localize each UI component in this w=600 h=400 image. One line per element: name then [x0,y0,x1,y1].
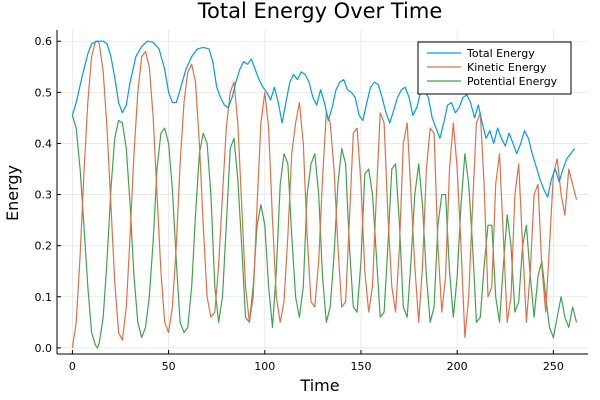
legend-label-potential-energy: Potential Energy [467,75,558,88]
y-tick-label: 0.1 [35,291,53,304]
chart-title: Total Energy Over Time [197,0,443,23]
y-tick-label: 0.0 [35,342,53,355]
x-tick-label: 50 [162,360,176,373]
axes [56,30,588,355]
series-lines [71,40,578,349]
x-tick-label: 200 [447,360,468,373]
y-axis-label: Energy [3,165,22,221]
x-axis-label: Time [299,376,339,395]
legend-box [417,41,572,95]
y-tick-label: 0.4 [35,137,53,150]
x-tick-label: 150 [350,360,371,373]
x-tick-label: 0 [69,360,76,373]
legend-label-kinetic-energy: Kinetic Energy [467,61,547,74]
tick-labels: 0 50 100 150 200 250 0.0 0.1 0.2 0.3 0.4 0.5 0.6 [35,35,564,373]
series-line-kinetic-energy [71,40,578,348]
series-line-total-energy [71,40,575,198]
series-line-potential-energy [71,115,578,349]
y-tick-label: 0.6 [35,35,53,48]
legend: Total Energy Kinetic Energy Potential En… [417,41,572,95]
y-tick-label: 0.3 [35,189,53,202]
grid [57,30,588,354]
x-tick-label: 100 [254,360,275,373]
x-tick-label: 250 [543,360,564,373]
y-tick-label: 0.5 [35,86,53,99]
y-tick-label: 0.2 [35,240,53,253]
legend-label-total-energy: Total Energy [466,47,535,60]
